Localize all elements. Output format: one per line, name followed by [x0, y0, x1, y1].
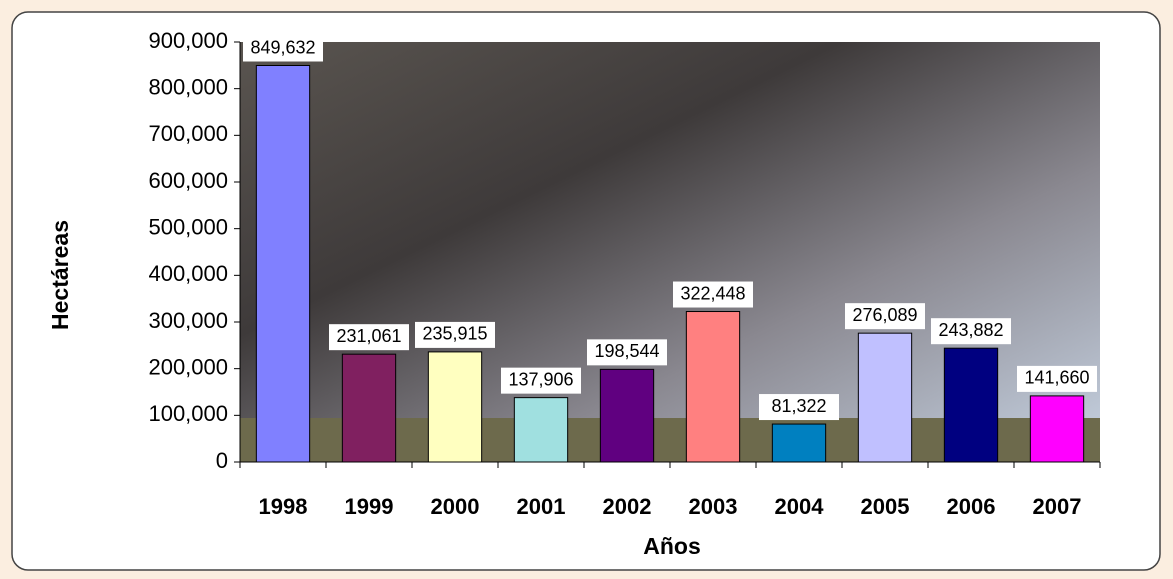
bar — [600, 369, 653, 462]
y-tick-label: 500,000 — [148, 214, 228, 239]
value-label: 322,448 — [680, 283, 745, 303]
value-label: 137,906 — [508, 369, 573, 389]
value-label: 849,632 — [250, 37, 315, 57]
x-tick-label: 2000 — [431, 494, 480, 519]
value-label: 198,544 — [594, 341, 659, 361]
y-tick-label: 400,000 — [148, 261, 228, 286]
bar — [428, 352, 481, 462]
bar — [256, 66, 309, 462]
y-tick-label: 200,000 — [148, 354, 228, 379]
chart: Años Hectáreas 0 100,000 200,000 300,000 400… — [0, 0, 1173, 579]
y-tick-label: 600,000 — [148, 168, 228, 193]
x-tick-label: 2001 — [517, 494, 566, 519]
value-label: 231,061 — [336, 326, 401, 346]
y-tick-label: 0 — [216, 448, 228, 473]
bar — [1030, 396, 1083, 462]
x-tick-label: 2006 — [947, 494, 996, 519]
y-tick-label: 700,000 — [148, 121, 228, 146]
x-tick-label: 1998 — [259, 494, 308, 519]
x-tick-label: 1999 — [345, 494, 394, 519]
y-axis-title: Hectáreas — [47, 220, 73, 330]
value-label: 141,660 — [1024, 368, 1089, 388]
value-label: 276,089 — [852, 305, 917, 325]
bar — [944, 348, 997, 462]
x-tick-label: 2005 — [861, 494, 910, 519]
x-tick-label: 2004 — [775, 494, 825, 519]
bar — [686, 312, 739, 462]
bar — [342, 354, 395, 462]
x-tick-label: 2003 — [689, 494, 738, 519]
x-tick-label: 2002 — [603, 494, 652, 519]
x-tick-label: 2007 — [1033, 494, 1082, 519]
bar — [772, 424, 825, 462]
y-tick-label: 100,000 — [148, 401, 228, 426]
bar — [858, 333, 911, 462]
value-label: 81,322 — [771, 396, 826, 416]
value-label: 243,882 — [938, 320, 1003, 340]
bar — [514, 398, 567, 462]
value-label: 235,915 — [422, 324, 487, 344]
x-axis-title: Años — [643, 533, 701, 559]
y-tick-label: 900,000 — [148, 28, 228, 53]
y-tick-label: 800,000 — [148, 74, 228, 99]
y-tick-label: 300,000 — [148, 308, 228, 333]
